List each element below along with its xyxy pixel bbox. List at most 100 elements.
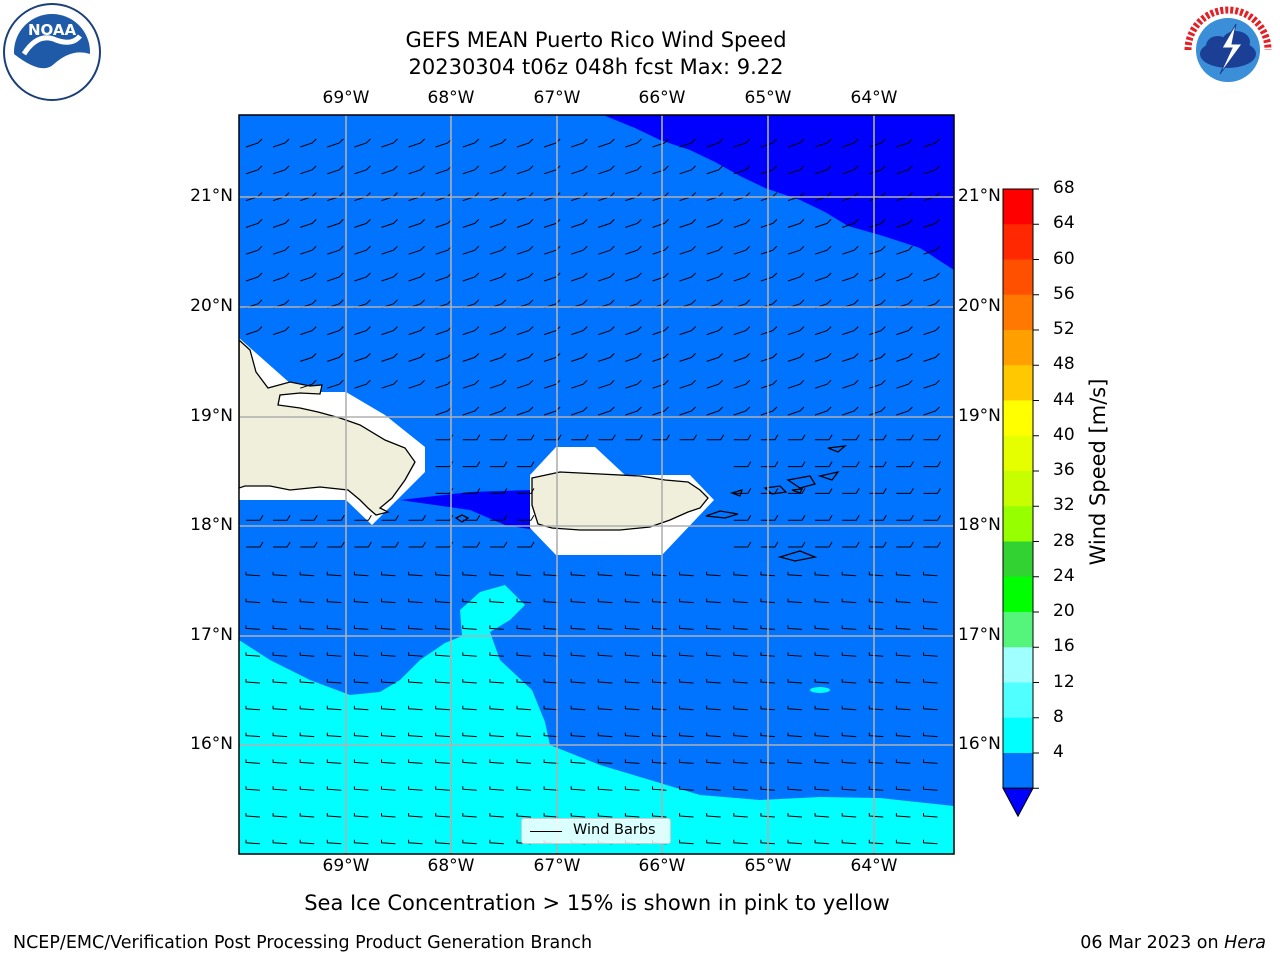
wind-barb (326, 732, 342, 738)
wind-barb (923, 732, 938, 738)
wind-barb (543, 598, 559, 604)
wind-barb (300, 138, 317, 148)
colorbar-segment (1003, 717, 1033, 754)
wind-barb (624, 571, 640, 577)
wind-barb (814, 732, 830, 738)
wind-barb (408, 326, 425, 336)
wind-barb (570, 813, 586, 818)
footer-host: Hera (1224, 933, 1266, 953)
wind-barb (516, 272, 534, 282)
wind-barb (408, 541, 427, 548)
wind-barb (706, 839, 721, 845)
wind-barb (787, 245, 805, 255)
wind-barb (571, 219, 588, 228)
wind-barb (598, 326, 615, 336)
wind-barb (462, 705, 477, 711)
wind-barb (299, 813, 315, 818)
wind-barb (787, 679, 803, 684)
wind-barb (516, 813, 532, 818)
wind-barb (923, 705, 938, 711)
wind-barb (760, 813, 775, 818)
wind-barb (299, 625, 315, 630)
wind-barb (327, 326, 344, 336)
wind-barb (516, 786, 532, 791)
wind-barb (245, 219, 263, 228)
wind-barb (923, 759, 938, 764)
wind-barb (489, 541, 508, 548)
wind-barb (462, 379, 480, 389)
wind-barb (923, 625, 938, 630)
wind-barb (923, 786, 938, 791)
wind-barb (706, 625, 721, 630)
wind-barb (543, 326, 561, 336)
wind-barb (517, 514, 535, 521)
wind-barb (733, 813, 748, 818)
wind-barb (327, 541, 345, 548)
wind-barb (462, 541, 481, 548)
wind-barb (489, 353, 507, 362)
wind-barb (245, 598, 261, 604)
wind-barb (842, 406, 859, 416)
wind-barb (272, 598, 288, 604)
lat-label-right: 19°N (958, 406, 1001, 426)
lat-label-right: 16°N (958, 734, 1001, 754)
wind-barb (598, 219, 615, 228)
wind-barb (679, 272, 696, 282)
wind-barb (895, 598, 911, 604)
wind-barb (625, 434, 643, 441)
wind-barb (652, 245, 669, 255)
lat-label-right: 20°N (958, 296, 1001, 316)
wind-barb (272, 625, 288, 630)
wind-barb (381, 326, 398, 336)
wind-barb (733, 571, 748, 577)
wind-barb (489, 652, 504, 657)
wind-barb (381, 625, 396, 630)
wind-barb (543, 625, 559, 630)
wind-barb (353, 732, 369, 738)
wind-barb (787, 571, 803, 577)
wind-barb (923, 571, 938, 577)
wind-barb (353, 679, 369, 684)
wind-barb (597, 598, 613, 604)
wind-barb (408, 598, 423, 604)
wind-barb (489, 488, 508, 494)
wind-barb (814, 786, 830, 791)
wind-barb (895, 705, 911, 711)
wind-barb (300, 219, 317, 228)
wind-barb (245, 138, 263, 148)
colorbar-tick-label: 52 (1053, 319, 1075, 339)
wind-barb (299, 598, 315, 604)
colorbar-tick-label: 8 (1053, 706, 1064, 727)
wind-barb (895, 813, 911, 818)
wind-barb (462, 245, 480, 255)
wind-barb (733, 488, 752, 494)
colorbar (1002, 188, 1039, 818)
wind-barb (570, 652, 586, 657)
colorbar-segment (1003, 330, 1033, 366)
wind-barb (814, 813, 830, 818)
wind-barb (815, 488, 833, 494)
wind-barb (706, 138, 724, 148)
wind-barb (245, 571, 261, 577)
wind-barb (381, 759, 396, 764)
wind-barb (841, 705, 857, 711)
wind-barb (598, 434, 616, 441)
wind-barb (435, 598, 450, 604)
wind-barb (760, 598, 775, 604)
wind-barb (489, 571, 504, 577)
wind-barb (733, 679, 748, 684)
wind-barb (326, 625, 342, 630)
wind-barb (408, 625, 423, 630)
hispaniola-land (239, 339, 416, 516)
wind-barb (706, 379, 724, 389)
wind-barb (923, 272, 940, 282)
wind-barb (300, 245, 317, 255)
wind-barb (245, 326, 263, 336)
wind-barb (679, 219, 696, 228)
wind-barb (354, 353, 371, 362)
wind-barb (760, 379, 778, 389)
wind-barb (760, 679, 775, 684)
wind-barb (923, 541, 941, 548)
wind-barb (923, 652, 938, 657)
colorbar-tick-label: 44 (1053, 389, 1075, 410)
